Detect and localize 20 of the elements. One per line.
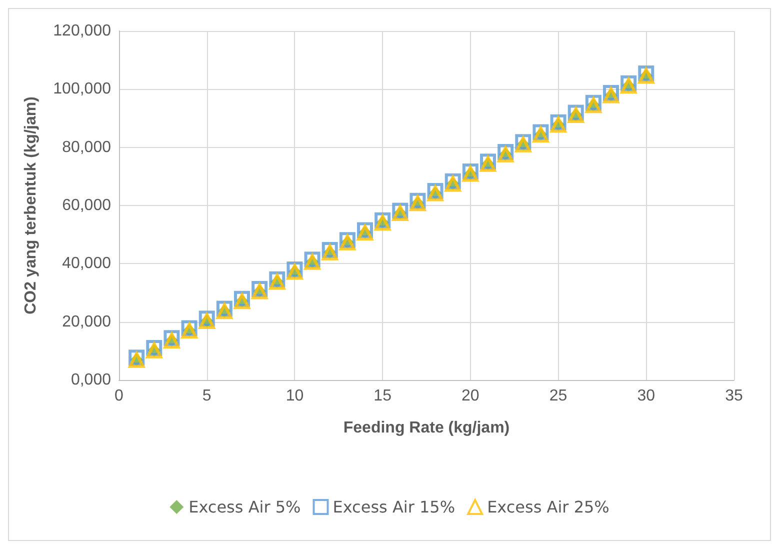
x-tick-label: 10 bbox=[286, 388, 304, 404]
y-tick-label: 120,000 bbox=[53, 22, 112, 40]
y-tick-label: 40,000 bbox=[62, 255, 112, 272]
x-tick-label: 20 bbox=[462, 388, 480, 404]
legend-label: Excess Air 5% bbox=[188, 498, 301, 516]
legend-label: Excess Air 25% bbox=[487, 498, 610, 516]
y-tick-label: 60,000 bbox=[62, 197, 112, 214]
x-tick-label: 0 bbox=[114, 388, 124, 404]
y-tick-label: 100,000 bbox=[53, 80, 112, 98]
x-tick-label: 5 bbox=[202, 388, 212, 404]
y-axis-title: CO2 yang terbentuk (kg/jam) bbox=[22, 96, 40, 314]
x-tick-label: 15 bbox=[374, 388, 392, 404]
y-tick-label: 20,000 bbox=[62, 313, 112, 330]
x-axis-title: Feeding Rate (kg/jam) bbox=[343, 420, 510, 436]
x-tick-label: 30 bbox=[637, 388, 656, 404]
legend-label: Excess Air 15% bbox=[332, 498, 456, 516]
y-tick-label: 0,000 bbox=[70, 372, 112, 388]
x-tick-label: 25 bbox=[549, 388, 568, 404]
y-tick-label: 80,000 bbox=[62, 138, 112, 156]
x-tick-label: 35 bbox=[725, 388, 743, 404]
